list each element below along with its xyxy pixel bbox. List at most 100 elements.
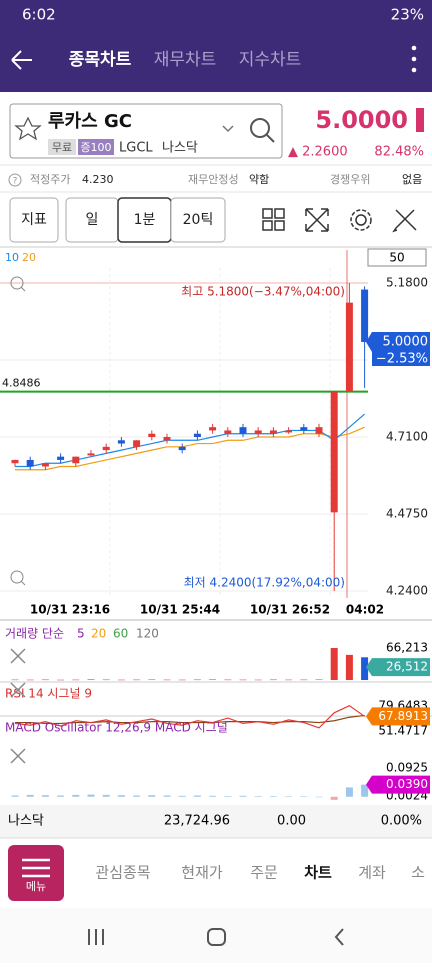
tab[interactable]: 재무차트 (154, 50, 217, 70)
macd-bar (254, 796, 262, 797)
volume-bar (239, 679, 247, 681)
candle-body (57, 456, 65, 460)
panel-title: RSI 14 시그널 9 (5, 687, 92, 701)
search-icon[interactable] (250, 118, 275, 143)
candle-body (254, 430, 262, 434)
home-button[interactable] (207, 928, 226, 946)
macd-bar (102, 794, 110, 797)
rsi-line (14, 704, 365, 729)
y-tick-label: 66,213 (386, 641, 428, 655)
volume-bar (209, 679, 217, 680)
candle-body (163, 437, 171, 441)
y-tick-label: 0.0925 (386, 761, 428, 775)
stock-market: 나스닥 (162, 141, 198, 156)
macd-badge (366, 775, 430, 794)
ma-legend: 20 (22, 251, 36, 264)
price-badge (366, 331, 430, 366)
tab[interactable]: 종목차트 (69, 50, 132, 70)
zoom-icon[interactable] (10, 570, 24, 584)
volume-bar (72, 679, 80, 681)
candle-body (269, 430, 277, 434)
recents-button[interactable] (88, 929, 104, 945)
change-pct: 82.48% (374, 145, 424, 160)
stock-code: LGCL (119, 141, 153, 156)
toolbar-button[interactable] (170, 197, 226, 243)
info-label: 경쟁우위 (330, 173, 370, 186)
toolbar-icons[interactable] (262, 208, 417, 233)
ma-period: 20 (91, 627, 106, 641)
toolbar-button[interactable] (9, 197, 59, 243)
volume-bar (224, 679, 232, 681)
macd-bar (315, 796, 323, 798)
macd-bar (26, 794, 34, 797)
high-label: 최고 5.1800(−3.47%,04:00) (181, 285, 345, 299)
nav-item[interactable]: 계좌 (358, 864, 386, 882)
volume-bar (361, 657, 369, 680)
nav-item[interactable]: 관심종목 (95, 864, 150, 882)
volume-bar (178, 679, 186, 681)
close-icon[interactable] (10, 748, 26, 764)
volume-badge-label: 26,512 (386, 660, 428, 674)
macd-bar (41, 795, 49, 797)
x-tick-label: 10/31 23:16 (30, 603, 110, 617)
help-mark: ? (13, 177, 18, 187)
y-tick-label: 51.4717 (378, 724, 428, 738)
y-tick-label: 4.7100 (386, 430, 428, 444)
macd-bar (11, 795, 19, 797)
more-button[interactable] (411, 45, 417, 73)
stock-name: 루카스 GC (48, 111, 132, 132)
volume-bar (117, 679, 125, 681)
candle-body (300, 427, 308, 431)
volume-bar (330, 648, 338, 680)
close-icon[interactable] (10, 648, 26, 664)
footer-bar (0, 805, 432, 838)
info-value: 약함 (249, 172, 269, 186)
volume-bar (41, 679, 49, 681)
price-bar (416, 108, 424, 132)
candle-body (133, 440, 141, 447)
macd-bar (285, 796, 293, 797)
back-button[interactable] (11, 50, 32, 70)
stock-box[interactable] (9, 103, 283, 159)
volume-badge (366, 658, 430, 677)
candle-body (148, 433, 156, 437)
dropdown[interactable] (222, 125, 234, 133)
candle-body (239, 427, 247, 434)
help-icon[interactable] (8, 173, 22, 187)
candle-body (193, 433, 201, 437)
panel-title: MACD Oscillator 12,26,9 MACD 시그널 (5, 721, 228, 735)
macd-bar (193, 795, 201, 797)
toolbar-label: 1분 (134, 212, 156, 228)
ma-period: 60 (113, 627, 128, 641)
count-box[interactable] (367, 248, 427, 267)
footer-market: 나스닥 (8, 814, 44, 829)
macd-bar (361, 784, 369, 797)
volume-bar (133, 679, 141, 681)
nav-item[interactable]: 차트 (304, 864, 332, 882)
macd-bar (345, 787, 353, 797)
volume-bar (193, 679, 201, 681)
candle-body (224, 430, 232, 434)
nav-item[interactable]: 소 (411, 864, 425, 882)
candle-body (209, 427, 217, 431)
favorite-star[interactable] (14, 116, 42, 141)
price: 5.0000 (315, 106, 408, 134)
tab[interactable]: 지수차트 (239, 50, 302, 70)
macd-bar (133, 795, 141, 797)
tag: 무료 (52, 141, 72, 154)
close-icon[interactable] (10, 682, 26, 698)
nav-item[interactable]: 현재가 (181, 864, 223, 882)
macd-badge-label: 0.0390 (386, 777, 428, 791)
volume-bar (102, 679, 110, 681)
nav-item[interactable]: 주문 (250, 864, 278, 882)
ma20-line (15, 426, 365, 471)
clock: 6:02 (22, 6, 56, 24)
macd-bar (72, 794, 80, 797)
volume-bar (57, 679, 65, 681)
back-nav[interactable] (334, 928, 344, 946)
candle-body (361, 289, 369, 342)
zoom-icon[interactable] (10, 276, 24, 290)
menu-label: 메뉴 (26, 880, 46, 893)
